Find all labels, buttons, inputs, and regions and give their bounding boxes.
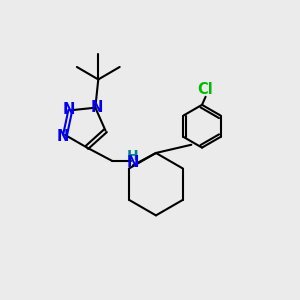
Text: N: N	[62, 102, 75, 117]
Text: H: H	[127, 149, 139, 163]
Text: Cl: Cl	[198, 82, 214, 97]
Text: N: N	[57, 129, 70, 144]
Text: N: N	[127, 155, 139, 170]
Text: N: N	[91, 100, 103, 115]
